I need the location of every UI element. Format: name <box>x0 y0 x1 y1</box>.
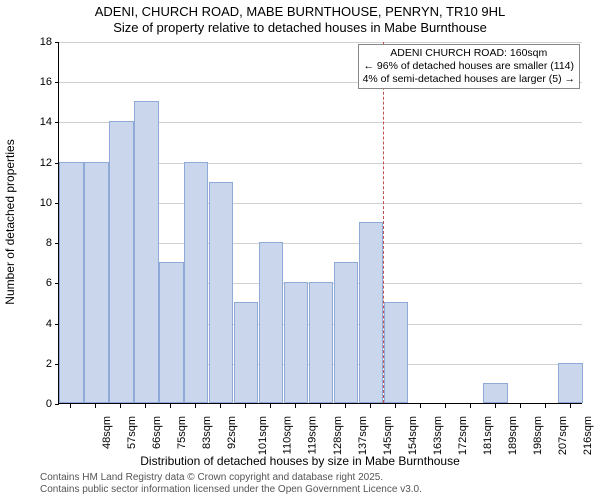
annotation-box: ADENI CHURCH ROAD: 160sqm← 96% of detach… <box>358 44 580 89</box>
x-tick-label: 172sqm <box>457 416 469 455</box>
histogram-bar <box>259 242 283 403</box>
x-tick-label: 110sqm <box>281 416 293 454</box>
chart-plot-area: ADENI CHURCH ROAD: 160sqm← 96% of detach… <box>58 42 582 404</box>
x-tick-label: 92sqm <box>226 416 238 449</box>
x-tick-label: 66sqm <box>151 416 163 449</box>
y-tick <box>55 163 59 164</box>
y-tick <box>55 82 59 83</box>
annotation-line: 4% of semi-detached houses are larger (5… <box>363 73 575 86</box>
y-tick-label: 8 <box>12 237 52 249</box>
x-tick-label: 101sqm <box>257 416 269 455</box>
histogram-bar <box>334 262 358 403</box>
x-tick-label: 145sqm <box>382 416 394 455</box>
x-tick-label: 137sqm <box>357 416 369 455</box>
x-tick <box>245 404 246 408</box>
x-axis-label: Distribution of detached houses by size … <box>0 454 600 468</box>
title-block: ADENI, CHURCH ROAD, MABE BURNTHOUSE, PEN… <box>0 4 600 36</box>
histogram-bar <box>109 121 133 403</box>
x-tick <box>570 404 571 408</box>
footer-line-2: Contains public sector information licen… <box>40 484 422 496</box>
x-tick <box>495 404 496 408</box>
x-tick-label: 119sqm <box>306 416 318 454</box>
gridline <box>59 42 582 43</box>
x-tick <box>95 404 96 408</box>
x-tick <box>470 404 471 408</box>
y-tick <box>55 324 59 325</box>
title-line-2: Size of property relative to detached ho… <box>0 20 600 36</box>
title-line-1: ADENI, CHURCH ROAD, MABE BURNTHOUSE, PEN… <box>0 4 600 20</box>
histogram-bar <box>84 162 108 403</box>
x-tick <box>520 404 521 408</box>
annotation-line: ADENI CHURCH ROAD: 160sqm <box>363 47 575 60</box>
x-tick <box>445 404 446 408</box>
x-tick-label: 83sqm <box>201 416 213 449</box>
histogram-bar <box>234 302 258 403</box>
x-tick-label: 57sqm <box>126 416 138 449</box>
x-tick-label: 216sqm <box>582 416 594 455</box>
x-tick-label: 154sqm <box>407 416 419 455</box>
y-tick <box>55 122 59 123</box>
x-tick <box>295 404 296 408</box>
y-tick <box>55 404 59 405</box>
y-tick-label: 6 <box>12 277 52 289</box>
histogram-bar <box>59 162 83 403</box>
x-tick-label: 128sqm <box>332 416 344 455</box>
x-tick <box>270 404 271 408</box>
y-tick-label: 12 <box>12 157 52 169</box>
y-tick-label: 2 <box>12 358 52 370</box>
reference-line <box>383 42 384 403</box>
y-tick <box>55 283 59 284</box>
histogram-bar <box>558 363 582 403</box>
histogram-bar <box>359 222 383 403</box>
x-tick-label: 75sqm <box>176 416 188 449</box>
x-tick-label: 198sqm <box>532 416 544 455</box>
x-tick-label: 48sqm <box>102 416 114 449</box>
footer-line-1: Contains HM Land Registry data © Crown c… <box>40 472 422 484</box>
x-tick <box>145 404 146 408</box>
annotation-line: ← 96% of detached houses are smaller (11… <box>363 60 575 73</box>
histogram-bar <box>134 101 158 403</box>
x-tick <box>395 404 396 408</box>
x-tick <box>320 404 321 408</box>
histogram-bar <box>384 302 408 403</box>
x-tick <box>195 404 196 408</box>
histogram-bar <box>209 182 233 403</box>
histogram-bar <box>159 262 183 403</box>
histogram-bar <box>483 383 507 403</box>
histogram-bar <box>184 162 208 403</box>
y-tick-label: 0 <box>12 398 52 410</box>
x-tick <box>545 404 546 408</box>
histogram-bar <box>309 282 333 403</box>
x-tick <box>120 404 121 408</box>
x-tick <box>370 404 371 408</box>
y-tick-label: 18 <box>12 36 52 48</box>
x-tick <box>70 404 71 408</box>
y-tick-label: 10 <box>12 197 52 209</box>
footer: Contains HM Land Registry data © Crown c… <box>40 472 422 496</box>
x-tick <box>345 404 346 408</box>
x-tick <box>170 404 171 408</box>
y-tick <box>55 364 59 365</box>
x-tick <box>420 404 421 408</box>
chart-container: ADENI, CHURCH ROAD, MABE BURNTHOUSE, PEN… <box>0 0 600 500</box>
y-tick-label: 14 <box>12 116 52 128</box>
x-tick-label: 163sqm <box>432 416 444 455</box>
y-tick-label: 4 <box>12 318 52 330</box>
x-tick-label: 189sqm <box>507 416 519 455</box>
x-tick-label: 207sqm <box>557 416 569 455</box>
histogram-bar <box>284 282 308 403</box>
x-tick-label: 181sqm <box>482 416 494 455</box>
y-tick-label: 16 <box>12 76 52 88</box>
y-tick <box>55 243 59 244</box>
y-tick <box>55 42 59 43</box>
x-tick <box>220 404 221 408</box>
y-tick <box>55 203 59 204</box>
